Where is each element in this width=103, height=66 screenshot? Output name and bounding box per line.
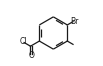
Text: Cl: Cl [19, 37, 27, 46]
Text: Br: Br [71, 17, 79, 26]
Text: O: O [29, 51, 35, 60]
